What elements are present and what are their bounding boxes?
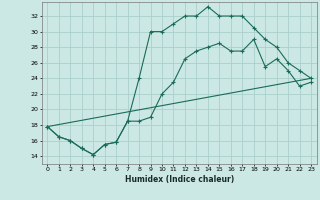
X-axis label: Humidex (Indice chaleur): Humidex (Indice chaleur): [124, 175, 234, 184]
